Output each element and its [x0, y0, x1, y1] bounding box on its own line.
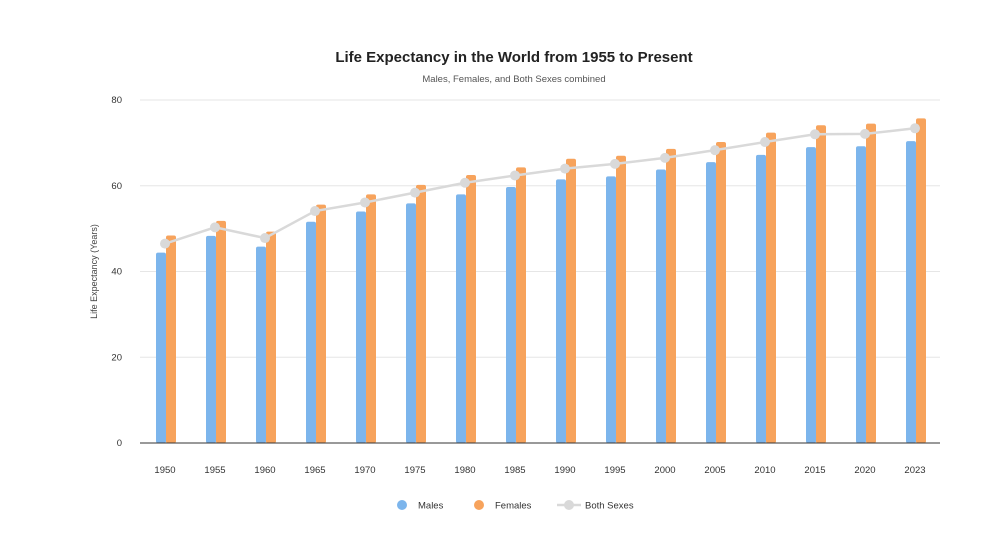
bar-females — [416, 184, 426, 443]
x-tick-label: 2015 — [804, 465, 825, 476]
bar-females — [516, 167, 526, 443]
bar-males — [706, 162, 716, 443]
point-both-sexes — [710, 145, 720, 156]
chart-title: Life Expectancy in the World from 1955 t… — [335, 49, 693, 66]
bar-males — [306, 221, 316, 443]
point-both-sexes — [610, 158, 620, 169]
bar-females — [866, 123, 876, 444]
point-both-sexes — [760, 137, 770, 148]
y-tick-label: 80 — [111, 95, 122, 106]
point-both-sexes — [360, 197, 370, 208]
legend-marker-both-sexes — [564, 500, 574, 510]
bar-males — [756, 154, 766, 443]
x-tick-label: 1980 — [454, 465, 475, 476]
chart-subtitle: Males, Females, and Both Sexes combined — [422, 74, 606, 85]
x-tick-label: 1955 — [204, 465, 225, 476]
point-both-sexes — [160, 238, 170, 249]
point-both-sexes — [460, 177, 470, 188]
bar-males — [606, 176, 616, 443]
y-tick-label: 60 — [111, 181, 122, 192]
point-both-sexes — [560, 163, 570, 174]
x-tick-label: 1975 — [404, 465, 425, 476]
line-both-sexes — [164, 127, 916, 245]
point-both-sexes — [660, 152, 670, 163]
legend-marker-females — [474, 500, 484, 510]
y-tick-label: 0 — [117, 438, 122, 449]
bar-males — [806, 147, 816, 443]
x-tick-label: 2020 — [854, 465, 875, 476]
x-tick-label: 2005 — [704, 465, 725, 476]
bar-females — [166, 235, 176, 443]
bar-females — [566, 158, 576, 443]
bar-females — [216, 220, 226, 443]
bar-males — [206, 235, 216, 443]
bar-females — [716, 142, 726, 443]
point-both-sexes — [310, 206, 320, 217]
point-both-sexes — [210, 222, 220, 233]
point-both-sexes — [860, 128, 870, 139]
legend-marker-males — [397, 500, 407, 510]
x-tick-label: 1995 — [604, 465, 625, 476]
bar-females — [816, 125, 826, 443]
y-tick-label: 20 — [111, 352, 122, 363]
x-tick-label: 2010 — [754, 465, 775, 476]
bar-females — [616, 155, 626, 444]
x-tick-label: 1970 — [354, 465, 375, 476]
bar-females — [266, 231, 276, 443]
bar-males — [406, 203, 416, 443]
point-both-sexes — [410, 187, 420, 198]
bar-males — [856, 146, 866, 443]
legend-label-females: Females — [495, 501, 532, 512]
x-tick-label: 2023 — [904, 465, 925, 476]
bar-females — [316, 204, 326, 443]
point-both-sexes — [260, 233, 270, 244]
bar-males — [906, 141, 916, 443]
y-tick-label: 40 — [111, 267, 122, 278]
bar-females — [766, 132, 776, 443]
bar-females — [466, 175, 476, 443]
bar-males — [356, 211, 366, 443]
legend-label-both-sexes: Both Sexes — [585, 501, 634, 512]
bar-males — [456, 194, 466, 443]
x-tick-label: 1990 — [554, 465, 575, 476]
bar-males — [156, 252, 166, 443]
x-tick-label: 1985 — [504, 465, 525, 476]
x-tick-label: 2000 — [654, 465, 675, 476]
bar-males — [656, 169, 666, 443]
x-tick-label: 1960 — [254, 465, 275, 476]
point-both-sexes — [810, 129, 820, 140]
bar-females — [916, 118, 926, 443]
x-tick-label: 1950 — [154, 465, 175, 476]
bar-males — [506, 187, 516, 443]
legend-label-males: Males — [418, 501, 444, 512]
point-both-sexes — [510, 170, 520, 181]
bar-females — [366, 194, 376, 443]
x-tick-label: 1965 — [304, 465, 325, 476]
bar-males — [556, 179, 566, 443]
bar-females — [666, 148, 676, 443]
bar-males — [256, 246, 266, 443]
point-both-sexes — [910, 123, 920, 134]
y-axis-title: Life Expectancy (Years) — [89, 224, 99, 319]
